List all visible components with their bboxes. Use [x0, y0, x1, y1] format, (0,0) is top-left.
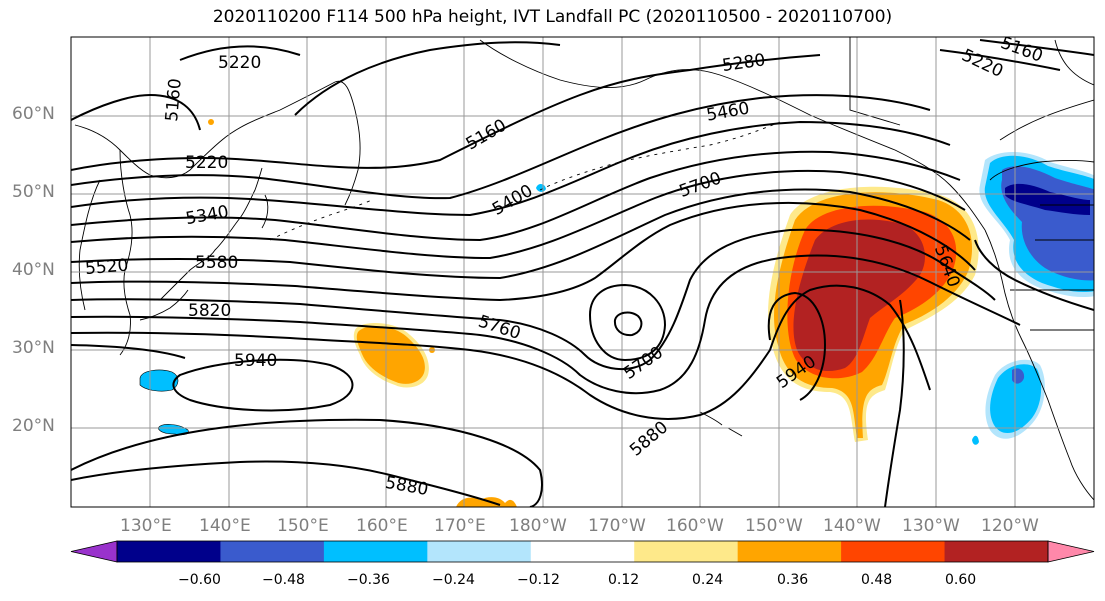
colorbar [70, 540, 1095, 563]
lat-label-60n: 60°N [12, 104, 55, 124]
colorbar-tick-label: −0.24 [432, 572, 475, 588]
colorbar-extend-low [70, 540, 118, 563]
colorbar-segment [427, 541, 532, 562]
colorbar-tick-label: 0.48 [861, 572, 893, 588]
colorbar-segment [117, 541, 221, 562]
shade-navy-ne [1005, 183, 1090, 215]
graticule [71, 37, 1094, 507]
lon-label: 170°W [588, 516, 646, 536]
contour-label: 5520 [84, 255, 129, 279]
map-frame [70, 36, 1095, 508]
lon-label: 180°W [509, 516, 567, 536]
colorbar-tick-label: −0.12 [517, 572, 560, 588]
lat-label-40n: 40°N [12, 260, 55, 280]
contour-label: 5160 [162, 78, 186, 123]
shade-orange-south [456, 497, 517, 507]
contour-label: 5580 [195, 253, 238, 273]
colorbar-extend-high [1047, 540, 1095, 563]
contour-label: 5880 [626, 417, 672, 460]
height-contours [71, 39, 1094, 507]
lon-label: 150°E [277, 516, 329, 536]
colorbar-tick-label: 0.36 [777, 572, 809, 588]
colorbar-tick-label: 0.60 [945, 572, 977, 588]
contour-label: 5460 [705, 98, 751, 125]
colorbar-segment [737, 541, 842, 562]
contour-label: 5880 [384, 473, 430, 500]
contour-label: 5220 [185, 153, 228, 173]
colorbar-tick-label: 0.12 [608, 572, 640, 588]
colorbar-tick-label: −0.36 [347, 572, 390, 588]
colorbar-tick-label: −0.48 [262, 572, 305, 588]
lat-label-50n: 50°N [12, 182, 55, 202]
lon-label: 140°W [823, 516, 881, 536]
lon-label: 150°W [745, 516, 803, 536]
colorbar-segment [841, 541, 946, 562]
lon-label: 130°E [120, 516, 172, 536]
contour-label: 5160 [463, 116, 510, 155]
colorbar-segment [530, 541, 635, 562]
coastlines [74, 37, 1094, 501]
colorbar-frame [116, 540, 1049, 563]
colorbar-segment [944, 541, 1049, 562]
map-title: 2020110200 F114 500 hPa height, IVT Land… [212, 7, 893, 27]
shade-skyblue-south [990, 364, 1042, 434]
shade-orange-west [356, 326, 425, 384]
colorbar-segment [634, 541, 739, 562]
lon-label: 130°W [902, 516, 960, 536]
contour-label: 5820 [188, 301, 231, 321]
contour-label: 5280 [721, 50, 767, 76]
colorbar-segment [323, 541, 428, 562]
ivt-shading-positive [208, 119, 979, 507]
lat-label-20n: 20°N [12, 416, 55, 436]
contour-label: 5400 [489, 181, 536, 220]
colorbar-tick-label: −0.60 [178, 572, 221, 588]
lon-label: 170°E [434, 516, 486, 536]
lon-label: 140°E [199, 516, 251, 536]
contour-label: 5940 [234, 351, 277, 371]
lon-label: 120°W [981, 516, 1039, 536]
lon-label: 160°E [356, 516, 408, 536]
contour-label: 5220 [218, 53, 261, 73]
lat-label-30n: 30°N [12, 338, 55, 358]
contour-label: 5340 [184, 202, 230, 229]
shade-firebrick [793, 219, 925, 372]
lon-label: 160°W [666, 516, 724, 536]
shade-skyblue-w1 [139, 369, 179, 392]
contour-label: 5160 [998, 33, 1045, 67]
colorbar-segment [220, 541, 325, 562]
colorbar-tick-label: 0.24 [692, 572, 724, 588]
map-content: 5220 5160 5220 5340 5520 5580 5820 5940 … [71, 33, 1094, 507]
